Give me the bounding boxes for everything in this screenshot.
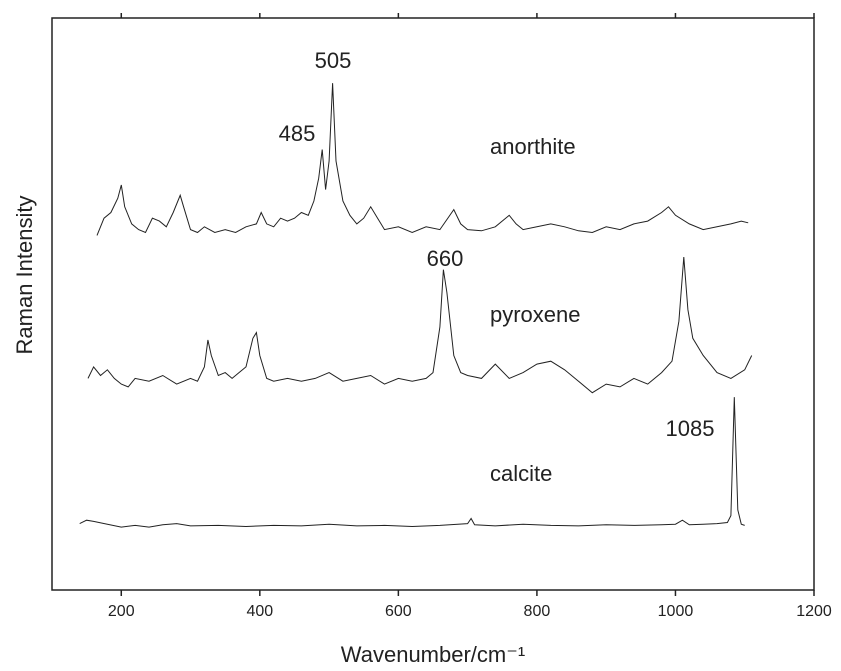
x-tick-label: 600 [385,603,412,620]
spectrum-line [79,397,745,528]
spectrum-line [87,257,753,394]
spectrum-line [96,83,749,236]
series-label: pyroxene [490,302,581,327]
peak-label: 485 [279,121,316,146]
x-tick-label: 800 [524,603,551,620]
x-axis-label: Wavenumber/cm⁻¹ [341,642,525,667]
x-tick-label: 1200 [796,603,832,620]
x-tick-label: 400 [246,603,273,620]
plot-frame [51,17,815,591]
peak-label: 505 [315,48,352,73]
x-tick-label: 200 [108,603,135,620]
peak-label: 660 [427,246,464,271]
series-label: calcite [490,461,552,486]
peak-label: 1085 [666,416,715,441]
x-tick-label: 1000 [658,603,694,620]
series-label: anorthite [490,134,576,159]
y-axis-label: Raman Intensity [12,196,37,355]
